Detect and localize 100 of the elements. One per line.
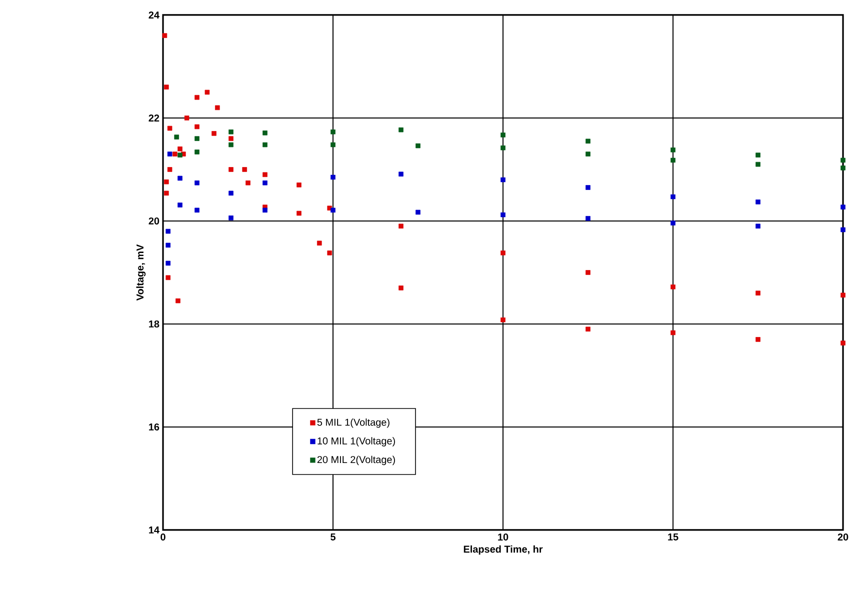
point	[586, 185, 590, 190]
point	[670, 194, 676, 200]
y-tick-label: 20	[148, 217, 160, 225]
point	[242, 167, 248, 172]
point	[166, 275, 171, 280]
y-tick-label: 16	[149, 423, 160, 431]
point	[228, 129, 234, 134]
legend-label: 10 MIL 1(Voltage)	[318, 437, 395, 446]
point	[296, 182, 302, 188]
point	[398, 224, 404, 229]
point	[164, 84, 169, 90]
point	[416, 143, 420, 148]
point	[166, 228, 171, 234]
point	[500, 250, 506, 256]
y-axis-title: Voltage, mV	[136, 244, 146, 301]
point	[228, 215, 234, 220]
point	[194, 124, 200, 130]
x-tick-label: 5	[330, 534, 336, 540]
point	[228, 167, 234, 172]
point	[756, 162, 760, 167]
point	[500, 145, 506, 150]
point	[178, 152, 182, 158]
point	[204, 90, 210, 95]
point	[178, 176, 182, 181]
legend-label: 20 MIL 2(Voltage)	[317, 456, 395, 466]
legend-label: 5 MIL 1(Voltage)	[317, 418, 390, 428]
y-tick-label: 14	[149, 526, 160, 534]
point	[228, 136, 234, 141]
x-tick-label: 10	[498, 534, 508, 541]
point	[840, 227, 846, 232]
point	[262, 130, 268, 136]
point	[840, 292, 846, 298]
point	[296, 210, 302, 216]
point	[756, 337, 760, 342]
point	[317, 240, 322, 246]
point	[840, 166, 846, 170]
point	[246, 180, 250, 186]
point	[330, 142, 336, 148]
point	[164, 190, 169, 196]
point	[840, 158, 846, 163]
point	[166, 260, 171, 266]
point	[756, 200, 760, 204]
point	[172, 152, 178, 156]
point	[416, 210, 420, 215]
point	[586, 152, 590, 156]
point	[194, 180, 200, 186]
y-tick-label: 18	[149, 320, 160, 328]
point	[262, 142, 268, 148]
point	[670, 220, 676, 226]
point	[670, 148, 676, 152]
x-tick-label: 15	[668, 534, 678, 540]
point	[330, 174, 336, 180]
point	[330, 129, 336, 134]
point	[176, 298, 180, 304]
x-axis-title: Elapsed Time, hr	[464, 545, 543, 555]
point	[500, 212, 506, 218]
point	[398, 286, 404, 290]
point	[756, 152, 760, 158]
point	[500, 317, 506, 322]
point	[167, 126, 172, 131]
point	[670, 158, 676, 163]
point	[262, 180, 268, 186]
point	[398, 172, 404, 177]
point	[840, 340, 846, 346]
point	[184, 116, 190, 120]
point	[670, 330, 676, 336]
point	[756, 224, 760, 229]
point	[330, 208, 336, 213]
point	[194, 136, 200, 141]
point	[262, 172, 268, 178]
point	[166, 242, 171, 248]
point	[194, 94, 200, 100]
y-tick-label: 24	[148, 12, 160, 18]
point	[167, 152, 172, 156]
point	[194, 208, 200, 213]
point	[228, 142, 234, 148]
point	[164, 179, 169, 184]
point	[840, 204, 846, 210]
point	[228, 190, 234, 196]
x-tick-label: 0	[160, 534, 166, 541]
point	[586, 138, 590, 144]
point	[500, 132, 506, 138]
point	[756, 290, 760, 296]
point	[262, 208, 268, 213]
point	[167, 167, 172, 172]
point	[586, 216, 590, 221]
point	[174, 134, 180, 140]
point	[670, 284, 676, 290]
point	[215, 105, 220, 110]
point	[178, 202, 182, 208]
point	[212, 131, 216, 136]
point	[194, 150, 200, 154]
point	[178, 146, 182, 152]
x-tick-label: 20	[838, 534, 848, 541]
point	[586, 270, 590, 275]
point	[327, 250, 332, 256]
y-tick-label: 22	[148, 114, 160, 122]
point	[500, 177, 506, 182]
point	[586, 326, 590, 332]
point	[398, 127, 404, 132]
